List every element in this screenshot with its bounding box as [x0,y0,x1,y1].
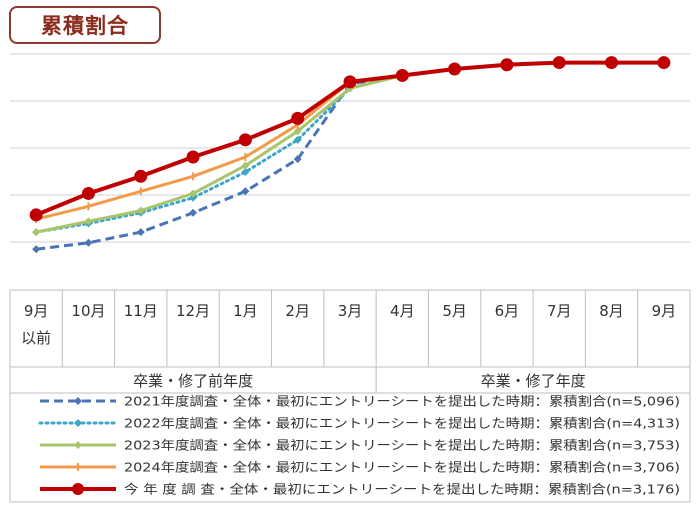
data-point [500,58,514,72]
x-tick-label: 7月 [547,302,572,320]
legend-marker [74,397,82,405]
data-point [293,135,302,144]
x-tick-label: 8月 [599,302,624,320]
data-point [241,168,250,176]
legend-label: 今 年 度 調 査・全体・最初にエントリーシートを提出した時期：累積割合(n=3… [124,482,680,497]
data-point [189,189,198,198]
legend-entry: 2024年度調査・全体・最初にエントリーシートを提出した時期：累積割合(n=3,… [40,460,680,475]
legend-marker [74,441,82,449]
x-tick-label: 10月 [71,302,105,320]
legend-label: 2022年度調査・全体・最初にエントリーシートを提出した時期：累積割合(n=4,… [124,416,680,431]
x-tick-label: 3月 [338,302,363,320]
x-tick-label: 9月 [652,302,677,320]
data-point [448,62,462,76]
x-tick-label: 9月 [24,302,49,320]
data-point [241,187,250,196]
data-point [189,208,198,217]
data-point [343,75,357,89]
data-point [32,245,41,254]
data-point [657,56,671,70]
data-point [81,186,95,200]
data-point [189,193,198,202]
data-point [293,155,302,164]
legend-marker [72,483,84,495]
group-label: 卒業・修了前年度 [133,372,253,390]
data-point [136,206,145,215]
data-point [552,56,566,70]
data-point [32,228,41,237]
legend-label: 2024年度調査・全体・最初にエントリーシートを提出した時期：累積割合(n=3,… [124,460,680,475]
group-label: 卒業・修了年度 [481,372,586,390]
x-tick-label: 12月 [176,302,210,320]
data-point [605,56,619,70]
legend-label: 2023年度調査・全体・最初にエントリーシートを提出した時期：累積割合(n=3,… [124,438,680,453]
legend-marker [74,419,82,427]
legend-entry: 2023年度調査・全体・最初にエントリーシートを提出した時期：累積割合(n=3,… [40,438,680,453]
data-point [238,133,252,147]
chart-title: 累積割合 [9,6,161,44]
x-tick-label: 1月 [233,302,258,320]
x-tick-label: 以前 [21,329,51,347]
x-tick-label: 6月 [495,302,520,320]
data-point [136,228,145,237]
series-5 [29,56,671,222]
legend: 2021年度調査・全体・最初にエントリーシートを提出した時期：累積割合(n=5,… [38,394,680,497]
legend-entry: 2021年度調査・全体・最初にエントリーシートを提出した時期：累積割合(n=5,… [40,394,680,409]
legend-entry: 2022年度調査・全体・最初にエントリーシートを提出した時期：累積割合(n=4,… [38,416,680,431]
x-tick-label: 2月 [285,302,310,320]
x-tick-label: 5月 [442,302,467,320]
data-point [395,68,409,82]
data-point [241,161,250,170]
data-point [186,150,200,164]
data-point [84,217,93,226]
x-tick-label: 4月 [390,302,415,320]
series-lines [29,56,671,254]
data-point [84,238,93,247]
data-point [134,169,148,183]
data-point [293,127,302,136]
legend-entry: 今 年 度 調 査・全体・最初にエントリーシートを提出した時期：累積割合(n=3… [40,482,680,497]
data-point [29,208,43,222]
x-tick-label: 11月 [124,302,158,320]
data-point [291,111,305,125]
legend-label: 2021年度調査・全体・最初にエントリーシートを提出した時期：累積割合(n=5,… [124,394,680,409]
